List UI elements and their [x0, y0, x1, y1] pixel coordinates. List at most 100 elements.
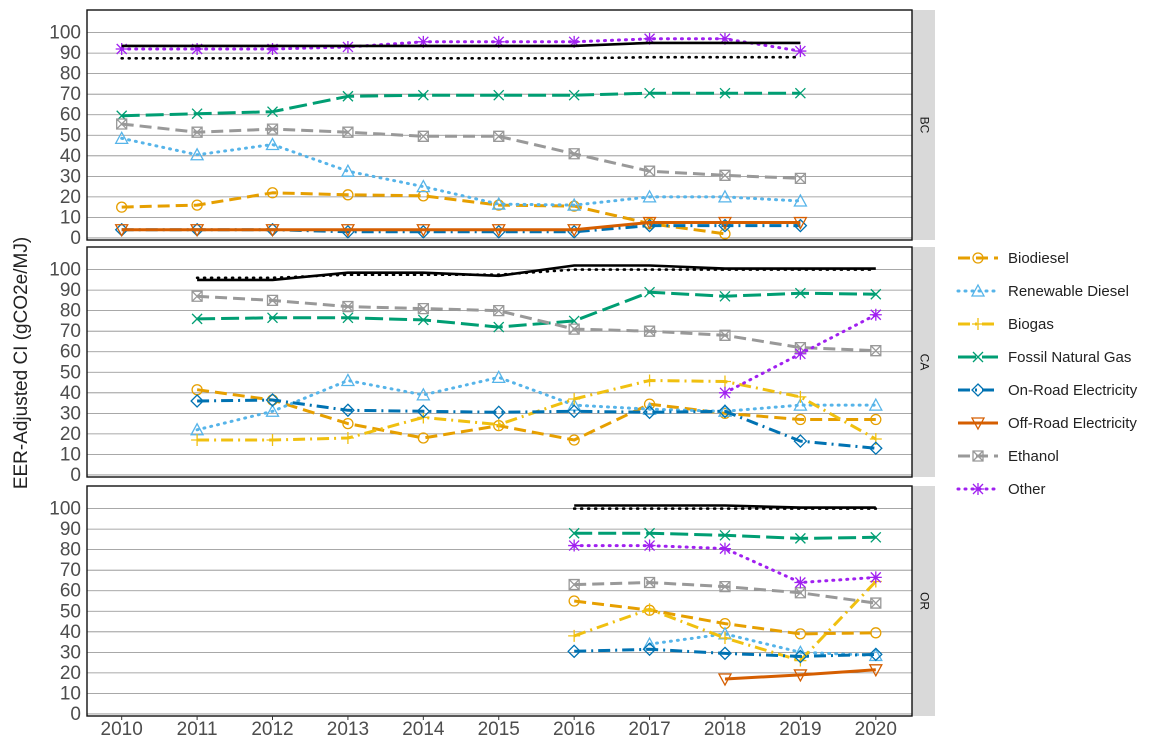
legend-marker — [972, 252, 984, 264]
y-tick-label: 30 — [60, 403, 81, 424]
point — [417, 302, 429, 315]
point — [491, 370, 506, 384]
point — [266, 187, 279, 199]
point — [493, 130, 505, 142]
point — [643, 374, 656, 387]
point — [868, 397, 883, 411]
point — [794, 45, 807, 58]
series-line — [120, 55, 802, 60]
point — [718, 542, 731, 555]
y-axis-label: EER-Adjusted CI (gCO2e/MJ) — [11, 237, 32, 489]
y-tick-label: 0 — [70, 704, 81, 725]
point — [568, 527, 580, 539]
x-tick-label: 2015 — [478, 719, 520, 738]
point — [266, 294, 279, 307]
point — [717, 403, 733, 417]
point — [493, 89, 505, 101]
point — [718, 631, 731, 644]
point — [493, 305, 505, 317]
y-tick-label: 90 — [60, 280, 81, 301]
point — [718, 404, 732, 419]
y-tick-label: 100 — [49, 499, 81, 520]
point — [342, 189, 354, 201]
legend-label: Biogas — [1008, 316, 1054, 333]
point — [870, 597, 882, 609]
panel-background — [87, 10, 912, 240]
point — [643, 165, 656, 177]
point — [793, 193, 808, 207]
point — [717, 673, 733, 687]
panel-background — [87, 247, 912, 477]
series-line — [120, 37, 802, 53]
point — [417, 35, 430, 48]
series-line — [574, 647, 876, 658]
y-tick-label: 40 — [60, 622, 81, 643]
point — [568, 89, 580, 101]
point — [719, 329, 731, 341]
y-tick-label: 40 — [60, 146, 81, 167]
y-tick-label: 20 — [60, 663, 81, 684]
legend-marker — [972, 318, 984, 330]
x-tick-label: 2011 — [177, 719, 218, 738]
point — [719, 169, 731, 181]
x-tick-label: 2020 — [855, 719, 897, 738]
point — [568, 200, 580, 212]
point — [642, 189, 657, 203]
point — [267, 106, 278, 118]
point — [191, 126, 203, 138]
point — [568, 35, 581, 48]
y-tick-label: 100 — [49, 23, 81, 44]
point — [869, 571, 882, 584]
series-line — [195, 268, 878, 280]
point — [719, 87, 731, 99]
point — [340, 163, 356, 177]
point — [568, 629, 581, 642]
point — [568, 434, 580, 446]
y-tick-label: 70 — [60, 321, 81, 342]
point — [417, 89, 429, 101]
legend-label: Other — [1008, 481, 1046, 498]
point — [643, 325, 656, 337]
point — [416, 179, 431, 193]
point — [718, 386, 731, 399]
point — [644, 286, 656, 298]
point — [567, 197, 582, 211]
point — [868, 647, 883, 662]
point — [491, 196, 506, 210]
point — [794, 628, 807, 640]
point — [643, 603, 656, 616]
series-line — [121, 191, 726, 236]
series-line — [197, 398, 876, 450]
y-tick-label: 0 — [70, 228, 81, 249]
y-tick-label: 30 — [60, 642, 81, 663]
point — [190, 394, 205, 408]
point — [568, 578, 580, 591]
point — [868, 441, 883, 456]
point — [265, 393, 280, 407]
y-tick-label: 10 — [60, 683, 81, 704]
point — [342, 300, 354, 313]
point — [417, 432, 429, 444]
panel-border — [86, 246, 913, 478]
facet-strip — [912, 247, 935, 477]
point — [417, 130, 429, 142]
point — [794, 172, 807, 185]
x-tick-label: 2013 — [327, 719, 369, 738]
y-tick-label: 30 — [60, 166, 81, 187]
point — [643, 32, 656, 45]
x-tick-label: 2017 — [628, 719, 670, 738]
facet-strip — [912, 10, 935, 240]
point — [416, 224, 431, 238]
series-line — [121, 122, 801, 180]
panel-border — [86, 9, 913, 241]
series-line — [121, 91, 801, 118]
legend-label: On-Road Electricity — [1008, 382, 1138, 399]
series-line — [196, 388, 876, 442]
series-line — [197, 290, 876, 329]
point — [416, 387, 431, 401]
panel-border — [86, 485, 913, 717]
point — [491, 405, 506, 420]
point — [342, 90, 354, 102]
point — [267, 312, 278, 324]
point — [794, 87, 806, 99]
